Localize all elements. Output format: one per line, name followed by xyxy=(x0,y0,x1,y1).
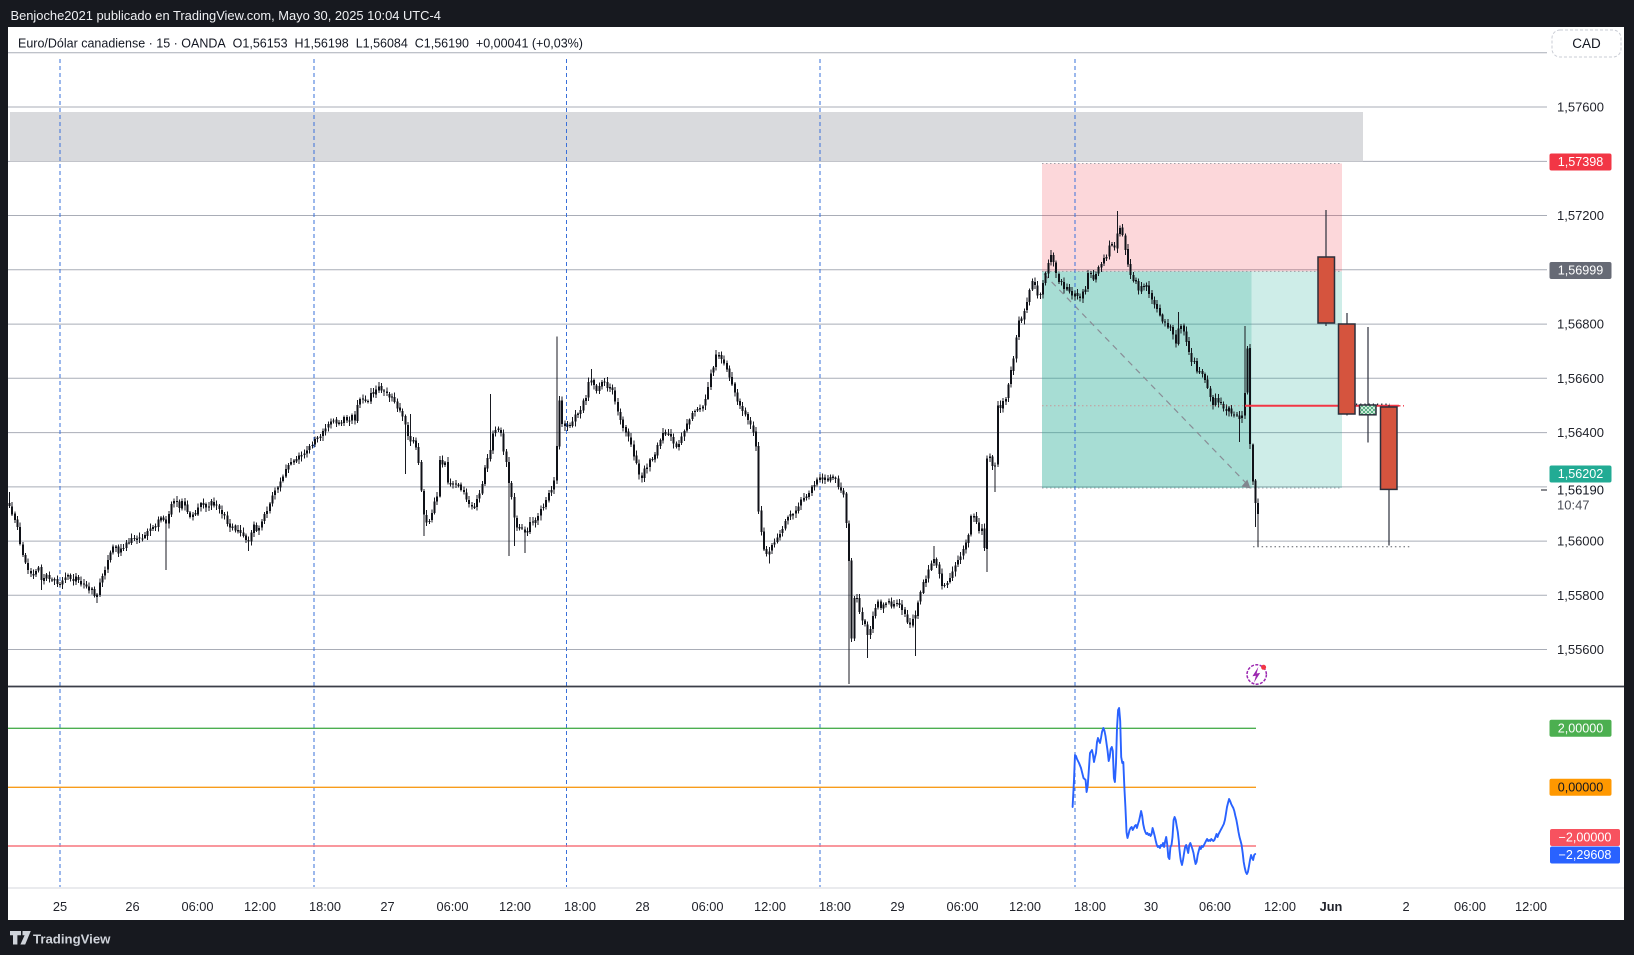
svg-text:06:00: 06:00 xyxy=(1199,899,1231,914)
svg-text:1,56400: 1,56400 xyxy=(1557,425,1604,440)
svg-text:2: 2 xyxy=(1402,899,1409,914)
svg-text:18:00: 18:00 xyxy=(1074,899,1106,914)
svg-text:1,55600: 1,55600 xyxy=(1557,642,1604,657)
svg-text:1,57600: 1,57600 xyxy=(1557,100,1604,115)
svg-text:12:00: 12:00 xyxy=(244,899,276,914)
svg-text:Benjoche2021 publicado en Trad: Benjoche2021 publicado en TradingView.co… xyxy=(11,8,441,23)
svg-text:12:00: 12:00 xyxy=(1009,899,1041,914)
svg-text:12:00: 12:00 xyxy=(499,899,531,914)
svg-text:1,56000: 1,56000 xyxy=(1557,534,1604,549)
svg-text:30: 30 xyxy=(1144,899,1158,914)
svg-text:12:00: 12:00 xyxy=(754,899,786,914)
svg-text:29: 29 xyxy=(890,899,904,914)
svg-text:06:00: 06:00 xyxy=(946,899,978,914)
svg-text:Jun: Jun xyxy=(1320,899,1343,914)
svg-text:−2,29608: −2,29608 xyxy=(1559,848,1612,862)
svg-text:06:00: 06:00 xyxy=(691,899,723,914)
svg-text:−2,00000: −2,00000 xyxy=(1559,831,1612,845)
svg-text:26: 26 xyxy=(125,899,139,914)
svg-text:1,56202: 1,56202 xyxy=(1558,467,1604,481)
svg-text:06:00: 06:00 xyxy=(181,899,213,914)
svg-text:06:00: 06:00 xyxy=(1454,899,1486,914)
svg-text:1,57398: 1,57398 xyxy=(1558,155,1604,169)
svg-text:18:00: 18:00 xyxy=(819,899,851,914)
svg-text:25: 25 xyxy=(53,899,67,914)
svg-text:1,57200: 1,57200 xyxy=(1557,208,1604,223)
svg-text:TradingView: TradingView xyxy=(33,932,111,947)
svg-text:2,00000: 2,00000 xyxy=(1558,722,1604,736)
svg-text:10:47: 10:47 xyxy=(1557,498,1590,513)
svg-text:18:00: 18:00 xyxy=(309,899,341,914)
svg-text:12:00: 12:00 xyxy=(1264,899,1296,914)
svg-text:27: 27 xyxy=(380,899,394,914)
svg-text:06:00: 06:00 xyxy=(436,899,468,914)
svg-text:1,56999: 1,56999 xyxy=(1558,264,1604,278)
svg-text:1,55800: 1,55800 xyxy=(1557,588,1604,603)
svg-text:28: 28 xyxy=(635,899,649,914)
svg-text:1,56800: 1,56800 xyxy=(1557,317,1604,332)
svg-text:CAD: CAD xyxy=(1572,36,1601,51)
svg-text:1,56190: 1,56190 xyxy=(1557,483,1604,498)
svg-text:0,00000: 0,00000 xyxy=(1558,781,1604,795)
svg-text:Euro/Dólar canadiense · 15 · O: Euro/Dólar canadiense · 15 · OANDA O1,56… xyxy=(18,37,583,51)
svg-text:12:00: 12:00 xyxy=(1515,899,1547,914)
svg-text:1,56600: 1,56600 xyxy=(1557,371,1604,386)
svg-text:18:00: 18:00 xyxy=(564,899,596,914)
